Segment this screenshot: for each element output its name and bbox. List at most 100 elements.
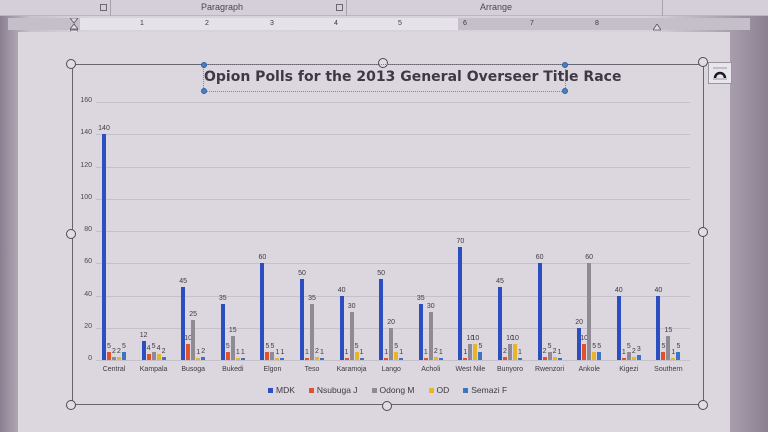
bar[interactable] [671, 358, 676, 360]
bar[interactable] [473, 343, 478, 360]
resize-handle-middle-left[interactable] [66, 229, 76, 239]
bar[interactable] [656, 295, 661, 360]
bar[interactable] [518, 358, 522, 360]
bar[interactable] [423, 358, 428, 360]
legend-item[interactable]: OD [428, 384, 449, 396]
legend-item[interactable]: Nsubuga J [308, 384, 358, 396]
legend-item[interactable]: MDK [268, 384, 295, 396]
resize-handle-top-center[interactable] [378, 58, 388, 68]
bar[interactable] [146, 353, 151, 360]
bar[interactable] [354, 351, 359, 360]
bar[interactable] [428, 311, 433, 360]
bar[interactable] [418, 303, 423, 360]
bar[interactable] [542, 356, 547, 360]
bar[interactable] [626, 351, 631, 360]
bar[interactable] [438, 358, 443, 360]
bar[interactable] [552, 356, 557, 360]
bar[interactable] [161, 356, 166, 360]
bar[interactable] [666, 335, 671, 360]
bar[interactable] [107, 351, 111, 360]
resize-handle-bottom-left[interactable] [66, 400, 76, 410]
bar[interactable] [240, 358, 245, 360]
title-handle[interactable] [201, 62, 207, 68]
bar[interactable] [513, 343, 517, 360]
layout-options-button[interactable] [708, 62, 732, 84]
right-indent-marker-icon[interactable] [653, 24, 661, 32]
bar[interactable] [280, 358, 285, 360]
bar[interactable] [547, 351, 552, 360]
bar[interactable] [616, 295, 621, 360]
bar[interactable] [235, 358, 240, 360]
resize-handle-middle-right[interactable] [698, 227, 708, 237]
bar[interactable] [379, 279, 384, 360]
bar[interactable] [359, 358, 364, 360]
bar[interactable] [186, 343, 191, 360]
bar[interactable] [191, 319, 196, 360]
bar[interactable] [621, 358, 626, 360]
bar[interactable] [275, 358, 280, 360]
bar[interactable] [636, 355, 641, 360]
bar[interactable] [156, 353, 161, 360]
bar[interactable] [220, 303, 225, 360]
bar[interactable] [305, 358, 309, 360]
bar[interactable] [339, 295, 344, 360]
bar[interactable] [117, 356, 121, 360]
bar[interactable] [122, 351, 126, 360]
bar[interactable] [230, 335, 235, 360]
resize-handle-top-left[interactable] [66, 59, 76, 69]
legend-item[interactable]: Semazi F [463, 384, 507, 396]
resize-handle-bottom-right[interactable] [698, 400, 708, 410]
bar[interactable] [468, 343, 473, 360]
bar[interactable] [196, 358, 201, 360]
bar[interactable] [384, 358, 389, 360]
bar[interactable] [151, 351, 156, 360]
bar[interactable] [394, 351, 399, 360]
chart-title[interactable]: Opion Polls for the 2013 General Oversee… [204, 69, 622, 85]
bar[interactable] [631, 356, 636, 360]
bar[interactable] [300, 279, 304, 360]
bar[interactable] [587, 263, 592, 360]
bar[interactable] [260, 263, 265, 360]
bar[interactable] [389, 327, 394, 360]
bar[interactable] [503, 356, 507, 360]
bar[interactable] [463, 358, 468, 360]
bar[interactable] [577, 327, 582, 360]
bar[interactable] [537, 263, 542, 360]
bar[interactable] [310, 303, 314, 360]
bar[interactable] [265, 351, 270, 360]
bar[interactable] [557, 358, 562, 360]
bar[interactable] [225, 351, 230, 360]
bar[interactable] [399, 358, 404, 360]
bar[interactable] [315, 356, 319, 360]
font-dialog-launcher-icon[interactable] [100, 4, 107, 11]
bar[interactable] [112, 356, 116, 360]
bar[interactable] [676, 351, 681, 360]
bar[interactable] [592, 351, 597, 360]
bar[interactable] [597, 351, 602, 360]
bar[interactable] [478, 351, 483, 360]
title-handle[interactable] [562, 62, 568, 68]
bar[interactable] [661, 351, 666, 360]
bar[interactable] [320, 358, 324, 360]
horizontal-ruler[interactable]: 1 2 3 4 5 6 7 8 [8, 18, 750, 30]
bar[interactable] [349, 311, 354, 360]
paragraph-dialog-launcher-icon[interactable] [336, 4, 343, 11]
chart-title-box[interactable]: Opion Polls for the 2013 General Oversee… [201, 62, 622, 94]
bar[interactable] [498, 287, 502, 360]
bar[interactable] [270, 351, 275, 360]
chart-legend[interactable]: MDK Nsubuga J Odong M OD Semazi F [268, 384, 507, 396]
title-handle[interactable] [201, 88, 207, 94]
legend-item[interactable]: Odong M [371, 384, 415, 396]
resize-handle-bottom-center[interactable] [382, 401, 392, 411]
bar[interactable] [141, 340, 146, 360]
resize-handle-top-right[interactable] [698, 57, 708, 67]
bar[interactable] [458, 247, 463, 360]
bar[interactable] [433, 356, 438, 360]
bar[interactable] [582, 343, 587, 360]
bar[interactable] [102, 134, 106, 360]
bar[interactable] [508, 343, 512, 360]
title-handle[interactable] [562, 88, 568, 94]
bar[interactable] [201, 356, 206, 360]
bar[interactable] [344, 358, 349, 360]
bar[interactable] [181, 287, 186, 360]
